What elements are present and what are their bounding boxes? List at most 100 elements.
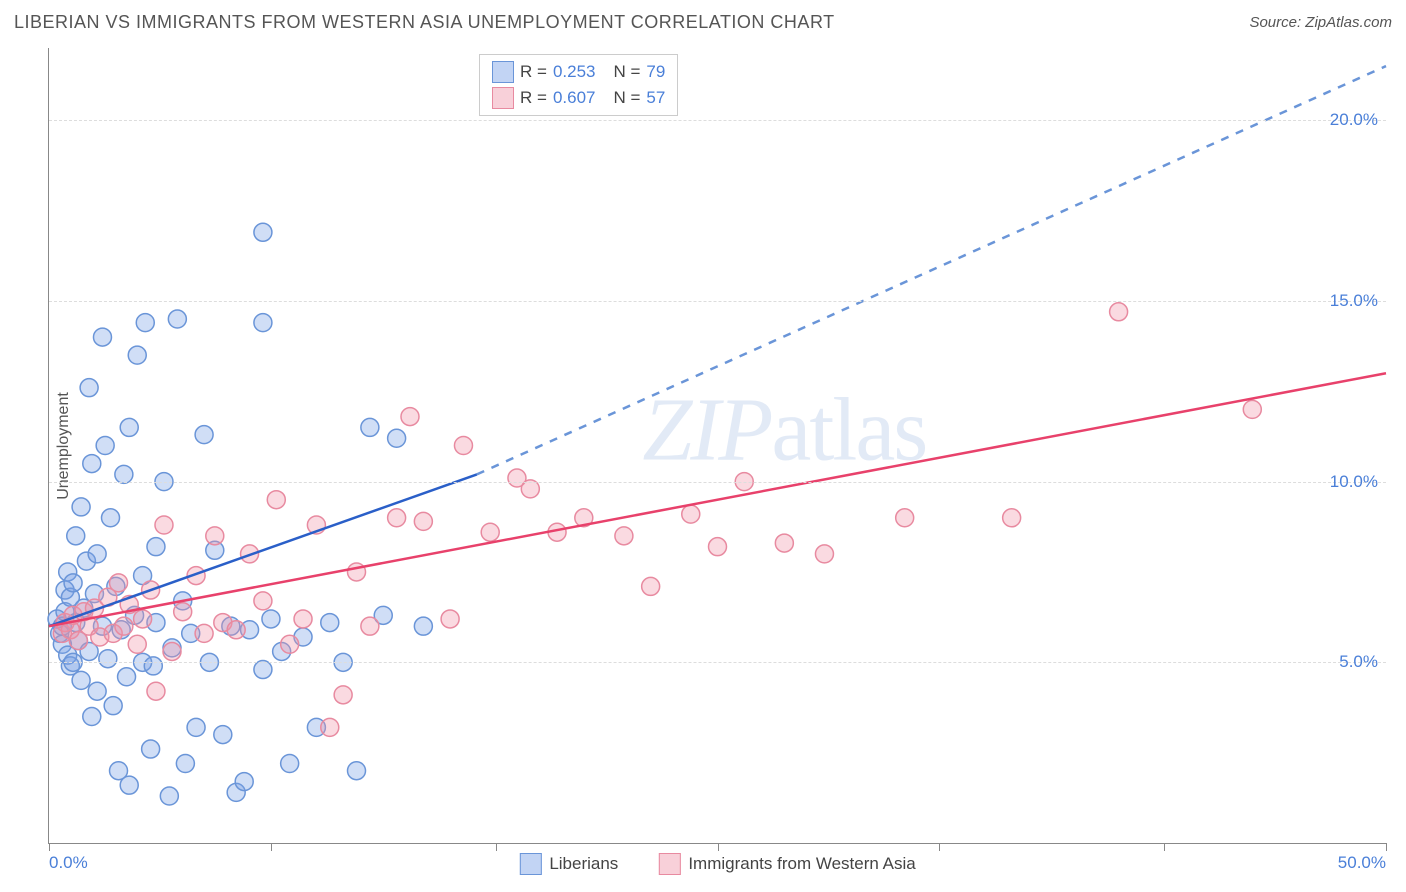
data-point: [1110, 303, 1128, 321]
swatch-blue: [519, 853, 541, 875]
data-point: [334, 686, 352, 704]
data-point: [96, 437, 114, 455]
data-point: [321, 718, 339, 736]
data-point: [361, 617, 379, 635]
data-point: [128, 346, 146, 364]
data-point: [120, 776, 138, 794]
data-point: [441, 610, 459, 628]
legend-item: Immigrants from Western Asia: [658, 853, 915, 875]
data-point: [147, 682, 165, 700]
correlation-legend: R = 0.253 N = 79 R = 0.607 N = 57: [479, 54, 678, 116]
data-point: [67, 527, 85, 545]
n-label: N =: [613, 88, 640, 108]
swatch-blue: [492, 61, 514, 83]
legend-row: R = 0.607 N = 57: [492, 85, 665, 111]
data-point: [110, 574, 128, 592]
data-point: [104, 697, 122, 715]
data-point: [134, 610, 152, 628]
scatter-plot-svg: [49, 48, 1386, 843]
data-point: [254, 314, 272, 332]
y-tick-label: 10.0%: [1330, 472, 1378, 492]
data-point: [294, 610, 312, 628]
r-label: R =: [520, 62, 547, 82]
data-point: [176, 755, 194, 773]
data-point: [361, 418, 379, 436]
data-point: [388, 429, 406, 447]
data-point: [187, 718, 205, 736]
data-point: [1003, 509, 1021, 527]
data-point: [321, 614, 339, 632]
data-point: [454, 437, 472, 455]
data-point: [99, 650, 117, 668]
data-point: [615, 527, 633, 545]
x-axis-start-label: 0.0%: [49, 853, 88, 873]
legend-label: Liberians: [549, 854, 618, 874]
data-point: [160, 787, 178, 805]
data-point: [120, 418, 138, 436]
legend-row: R = 0.253 N = 79: [492, 59, 665, 85]
data-point: [168, 310, 186, 328]
data-point: [214, 726, 232, 744]
data-point: [128, 635, 146, 653]
data-point: [80, 379, 98, 397]
data-point: [1243, 400, 1261, 418]
y-tick-label: 20.0%: [1330, 110, 1378, 130]
data-point: [262, 610, 280, 628]
data-point: [142, 740, 160, 758]
r-value: 0.607: [553, 88, 596, 108]
data-point: [83, 455, 101, 473]
data-point: [414, 617, 432, 635]
chart-title: LIBERIAN VS IMMIGRANTS FROM WESTERN ASIA…: [14, 12, 835, 33]
data-point: [93, 328, 111, 346]
data-point: [83, 708, 101, 726]
n-label: N =: [613, 62, 640, 82]
data-point: [72, 498, 90, 516]
n-value: 57: [646, 88, 665, 108]
data-point: [163, 642, 181, 660]
data-point: [88, 545, 106, 563]
data-point: [709, 538, 727, 556]
y-tick-label: 15.0%: [1330, 291, 1378, 311]
data-point: [682, 505, 700, 523]
data-point: [281, 755, 299, 773]
legend-item: Liberians: [519, 853, 618, 875]
data-point: [401, 408, 419, 426]
series-legend: Liberians Immigrants from Western Asia: [519, 853, 915, 875]
data-point: [174, 603, 192, 621]
data-point: [72, 671, 90, 689]
swatch-pink: [492, 87, 514, 109]
chart-area: ZIPatlas R = 0.253 N = 79 R = 0.607 N = …: [48, 48, 1386, 844]
data-point: [144, 657, 162, 675]
n-value: 79: [646, 62, 665, 82]
data-point: [206, 527, 224, 545]
data-point: [64, 574, 82, 592]
data-point: [815, 545, 833, 563]
r-value: 0.253: [553, 62, 596, 82]
data-point: [348, 762, 366, 780]
trend-line: [49, 373, 1386, 626]
data-point: [281, 635, 299, 653]
data-point: [254, 592, 272, 610]
data-point: [118, 668, 136, 686]
data-point: [481, 523, 499, 541]
data-point: [155, 516, 173, 534]
data-point: [235, 773, 253, 791]
header: LIBERIAN VS IMMIGRANTS FROM WESTERN ASIA…: [14, 12, 1392, 33]
y-tick-label: 5.0%: [1339, 652, 1378, 672]
r-label: R =: [520, 88, 547, 108]
data-point: [147, 538, 165, 556]
data-point: [102, 509, 120, 527]
source-label: Source: ZipAtlas.com: [1249, 14, 1392, 31]
x-axis-end-label: 50.0%: [1338, 853, 1386, 873]
data-point: [414, 512, 432, 530]
data-point: [227, 621, 245, 639]
data-point: [254, 223, 272, 241]
data-point: [388, 509, 406, 527]
data-point: [88, 682, 106, 700]
data-point: [896, 509, 914, 527]
swatch-pink: [658, 853, 680, 875]
data-point: [195, 426, 213, 444]
data-point: [267, 491, 285, 509]
legend-label: Immigrants from Western Asia: [688, 854, 915, 874]
data-point: [642, 577, 660, 595]
